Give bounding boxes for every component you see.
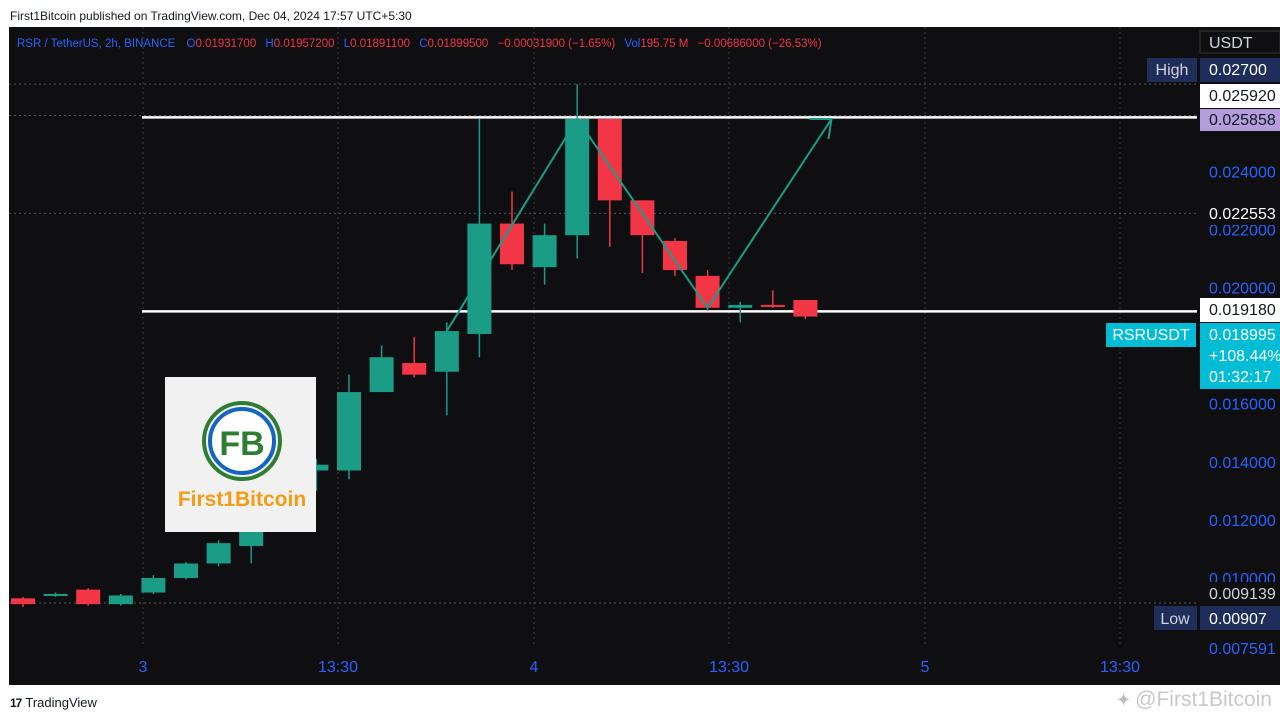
candle-up bbox=[206, 543, 231, 564]
level-5-label: 0.009139 bbox=[1209, 586, 1276, 603]
arrow-head bbox=[809, 118, 833, 140]
time-tick-label: 13:30 bbox=[1100, 659, 1140, 676]
candle-up bbox=[141, 578, 166, 593]
time-tick-label: 5 bbox=[921, 659, 930, 676]
trend-drawing bbox=[445, 117, 833, 332]
candle-up bbox=[337, 392, 361, 471]
price-tick-label: 0.020000 bbox=[1209, 280, 1276, 297]
publish-caption: First1Bitcoin published on TradingView.c… bbox=[10, 9, 412, 23]
countdown-label: 01:32:17 bbox=[1209, 369, 1271, 386]
change-value: −0.00031900 (−1.65%) bbox=[498, 38, 616, 50]
candle-down bbox=[695, 275, 720, 308]
candle-up bbox=[174, 563, 198, 578]
candle-down bbox=[760, 304, 785, 307]
level-1-box bbox=[1200, 84, 1280, 108]
candle-down bbox=[500, 223, 524, 265]
price-tick-label: 0.024000 bbox=[1209, 164, 1276, 181]
symbol-tag bbox=[1106, 323, 1196, 347]
tradingview-brand-label: TradingView bbox=[25, 695, 97, 710]
last-price-label: 0.018995 bbox=[1209, 327, 1276, 344]
time-axis[interactable]: 3 13:30 4 13:30 5 13:30 bbox=[139, 659, 1141, 676]
logo-ring-inner bbox=[208, 407, 276, 475]
tradingview-brand[interactable]: 17 TradingView bbox=[10, 695, 97, 710]
grid-layer bbox=[142, 27, 1121, 647]
level-3-label: 0.022553 bbox=[1209, 206, 1276, 223]
price-ticks: 0.024000 0.022000 0.020000 0.016000 0.014000… bbox=[1209, 164, 1276, 658]
symbol-tag-label: RSRUSDT bbox=[1112, 327, 1190, 344]
candle-up bbox=[304, 464, 329, 471]
watermark-label: @First1Bitcoin bbox=[1135, 688, 1272, 711]
volume-value: 195.75 M bbox=[640, 38, 688, 50]
level-5-box bbox=[1200, 582, 1280, 604]
price-tick-label: 0.014000 bbox=[1209, 455, 1276, 472]
footer-bar: 17 TradingView ✦ @First1Bitcoin bbox=[0, 685, 1280, 720]
logo-ring-outer bbox=[202, 401, 282, 481]
logo-monogram: FB bbox=[219, 425, 264, 463]
candle-down bbox=[793, 299, 818, 317]
candle-down bbox=[630, 200, 655, 236]
candle-down bbox=[76, 589, 101, 605]
time-tick-label: 4 bbox=[530, 659, 539, 676]
high-value-box bbox=[1200, 58, 1280, 82]
change-pct-label: +108.44% bbox=[1209, 348, 1280, 365]
currency-label[interactable]: USDT bbox=[1209, 35, 1253, 52]
header-legend: RSR / TetherUS, 2h, BINANCE O0.01931700 … bbox=[17, 38, 822, 50]
high-tag-label: High bbox=[1156, 62, 1189, 79]
time-tick-label: 13:30 bbox=[318, 659, 358, 676]
close-value: 0.01899500 bbox=[428, 38, 489, 50]
level-4-label: 0.019180 bbox=[1209, 302, 1276, 319]
candle-up bbox=[434, 331, 459, 372]
tradingview-logo-icon: 17 bbox=[10, 695, 22, 710]
candle-down bbox=[597, 119, 622, 201]
currency-button[interactable] bbox=[1199, 30, 1280, 54]
low-value: 0.01891100 bbox=[350, 38, 410, 50]
candle-down bbox=[402, 363, 427, 375]
chart-area[interactable]: FB First1Bitcoin RSR / TetherUS, 2h, BIN… bbox=[9, 27, 1280, 685]
level-4-box bbox=[1200, 298, 1280, 322]
volume-change: −0.00686000 (−26.53%) bbox=[698, 38, 822, 50]
high-tag bbox=[1147, 58, 1197, 82]
level-1-label: 0.025920 bbox=[1209, 88, 1276, 105]
open-value: 0.01931700 bbox=[195, 38, 256, 50]
price-tick-label: 0.016000 bbox=[1209, 397, 1276, 414]
zigzag-projection-line bbox=[445, 117, 833, 332]
price-tick-label: 0.007591 bbox=[1209, 641, 1276, 658]
low-value-box bbox=[1200, 606, 1280, 630]
candle-up bbox=[565, 119, 590, 236]
last-price-box bbox=[1200, 323, 1280, 389]
time-tick-label: 13:30 bbox=[709, 659, 749, 676]
high-value-label: 0.02700 bbox=[1209, 62, 1267, 79]
logo-text: First1Bitcoin bbox=[178, 488, 306, 511]
candle-down bbox=[11, 598, 35, 605]
candle-up bbox=[728, 304, 753, 308]
level-3-box bbox=[1200, 203, 1280, 225]
price-axis[interactable]: 0.024000 0.022000 0.020000 0.016000 0.014000… bbox=[1106, 27, 1280, 685]
price-tick-label: 0.012000 bbox=[1209, 513, 1276, 530]
drawn-lines bbox=[9, 83, 1197, 604]
low-tag bbox=[1154, 606, 1197, 630]
low-value-label: 0.00907 bbox=[1209, 611, 1267, 628]
watermark: ✦ @First1Bitcoin bbox=[1116, 688, 1272, 712]
share-icon: ✦ bbox=[1116, 689, 1132, 710]
candle-up bbox=[369, 357, 394, 393]
candle-up bbox=[43, 593, 68, 596]
price-tick-label: 0.022000 bbox=[1209, 222, 1276, 239]
time-tick-label: 3 bbox=[139, 659, 148, 676]
candle-down bbox=[663, 241, 687, 271]
high-value: 0.01957200 bbox=[274, 38, 335, 50]
low-tag-label: Low bbox=[1160, 611, 1190, 628]
level-2-label: 0.025858 bbox=[1209, 112, 1276, 129]
first1bitcoin-logo: FB First1Bitcoin bbox=[165, 377, 316, 532]
level-2-box bbox=[1200, 109, 1280, 131]
candle-up bbox=[532, 235, 557, 268]
candle-up bbox=[108, 595, 133, 605]
symbol-label: RSR / TetherUS, 2h, BINANCE bbox=[17, 38, 176, 50]
candles bbox=[11, 84, 818, 608]
price-chart[interactable]: FB First1Bitcoin RSR / TetherUS, 2h, BIN… bbox=[9, 27, 1280, 685]
